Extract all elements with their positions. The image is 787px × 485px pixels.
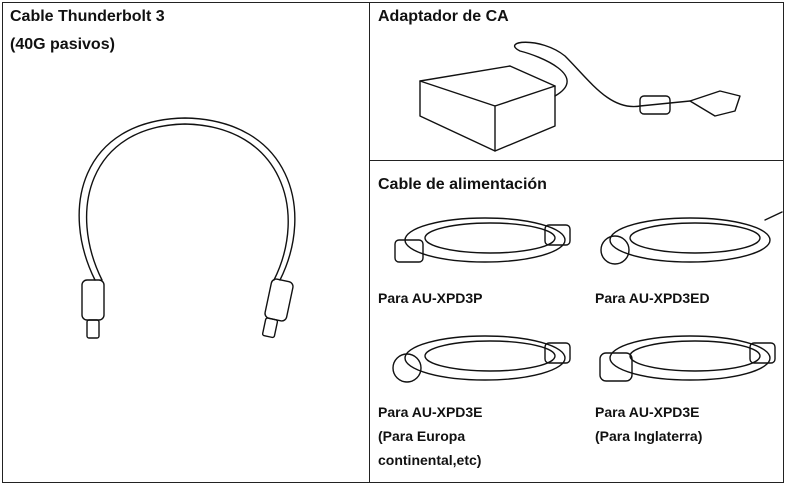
row-divider [369,160,784,161]
section-title: Cable Thunderbolt 3 [10,8,165,25]
thunderbolt-cable-illustration [78,117,296,339]
power-cable-illustration [600,211,783,265]
item-label: Para AU-XPD3E (Para Inglaterra) [595,400,702,448]
label-line: continental,etc) [378,452,482,468]
label-line: Para AU-XPD3E [378,404,483,420]
label-line: (Para Inglaterra) [595,428,703,444]
power-cable-illustration [599,335,776,382]
item-label: Para AU-XPD3E (Para Europa continental,e… [378,400,483,472]
section-title: Cable de alimentación [378,176,547,193]
section-title: Adaptador de CA [378,8,509,25]
label-line: (Para Europa [378,428,466,444]
label-line: Para AU-XPD3E [595,404,700,420]
power-cable-illustration [392,335,571,383]
section-title: (40G pasivos) [10,36,115,53]
column-divider [369,2,370,483]
item-label: Para AU-XPD3ED [595,290,710,306]
ac-adapter-illustration [419,41,741,152]
power-cable-illustration [394,217,571,263]
item-label: Para AU-XPD3P [378,290,483,306]
